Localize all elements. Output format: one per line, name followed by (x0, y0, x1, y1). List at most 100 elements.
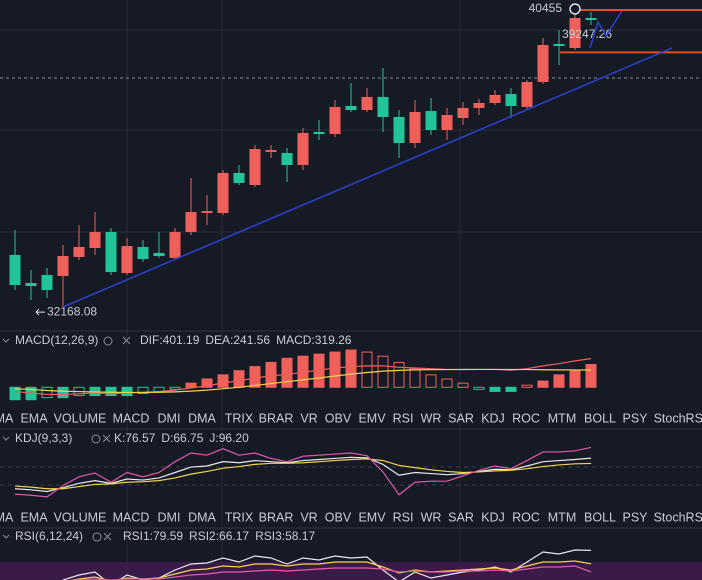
candle-body (345, 106, 357, 110)
histogram-bar (537, 380, 549, 388)
indicator-tab[interactable]: OBV (325, 510, 352, 524)
candle-body (121, 246, 133, 273)
indicator-tab[interactable]: EMA (20, 411, 48, 425)
indicator-tab[interactable]: BOLL (584, 510, 616, 524)
candle-body (521, 81, 533, 107)
indicator-tab[interactable]: WR (421, 510, 442, 524)
candle-body (393, 116, 405, 143)
panel-title: KDJ(9,3,3) (15, 431, 72, 445)
histogram-bar (169, 386, 181, 390)
legend-label: DEA:241.56 (205, 333, 270, 347)
settings-icon[interactable] (92, 532, 102, 542)
indicator-tab[interactable]: TRIX (225, 411, 254, 425)
candle-body (73, 246, 85, 257)
candle-body (153, 252, 165, 257)
indicator-tab[interactable]: MTM (548, 510, 576, 524)
indicator-tab[interactable]: PSY (622, 411, 648, 425)
histogram-bar (201, 378, 213, 388)
indicator-tab[interactable]: DMA (188, 411, 216, 425)
indicator-tab[interactable]: DMI (158, 411, 181, 425)
indicator-tab[interactable]: BRAR (259, 510, 294, 524)
indicator-tab[interactable]: MA (0, 510, 14, 524)
collapse-icon[interactable] (2, 534, 10, 539)
candle-body (105, 231, 117, 272)
histogram-bar (105, 386, 117, 397)
indicator-tab[interactable]: KDJ (481, 411, 505, 425)
histogram-bar (137, 386, 149, 394)
candle-body (89, 231, 101, 248)
close-icon[interactable] (102, 434, 111, 443)
indicator-tab[interactable]: MTM (548, 411, 576, 425)
candle-body (313, 131, 325, 134)
indicator-tab[interactable]: KDJ (481, 510, 505, 524)
panel-title: RSI(6,12,24) (15, 529, 83, 543)
indicator-tab[interactable]: VR (300, 411, 317, 425)
low-label: 32168.08 (47, 304, 97, 318)
histogram-bar (185, 382, 197, 388)
last-price-label: 39247.26 (562, 27, 612, 41)
histogram-bar (409, 368, 421, 388)
histogram-bar (233, 370, 245, 388)
indicator-tab[interactable]: TRIX (225, 510, 254, 524)
indicator-tab[interactable]: VOLUME (54, 510, 107, 524)
indicator-tab[interactable]: StochRSI (654, 411, 702, 425)
indicator-tab[interactable]: VOLUME (54, 411, 107, 425)
indicator-tab[interactable]: DMA (188, 510, 216, 524)
candle-body (585, 17, 597, 20)
histogram-bar (585, 363, 597, 388)
indicator-line (69, 565, 592, 580)
candle-body (537, 45, 549, 82)
legend-label: D:66.75 (161, 431, 203, 445)
candle-body (489, 95, 501, 103)
candle-body (409, 111, 421, 143)
indicator-tab[interactable]: EMA (20, 510, 48, 524)
candle-body (569, 17, 581, 48)
indicator-tab[interactable]: BOLL (584, 411, 616, 425)
panel-title: MACD(12,26,9) (15, 333, 98, 347)
candle-body (9, 255, 21, 285)
panel-icons (2, 336, 131, 542)
histogram-bar (521, 384, 533, 388)
histogram-bar (217, 374, 229, 388)
indicator-tab[interactable]: EMV (358, 510, 386, 524)
histogram-bar (361, 351, 373, 388)
high-label: 40455 (529, 1, 563, 15)
candle-body (553, 43, 565, 47)
indicator-tab[interactable]: BRAR (259, 411, 294, 425)
indicator-tab[interactable]: RSI (393, 510, 414, 524)
indicator-tab[interactable]: ROC (512, 510, 540, 524)
legend-label: DIF:401.19 (140, 333, 200, 347)
close-icon[interactable] (103, 532, 112, 541)
indicator-tab[interactable]: MA (0, 411, 14, 425)
histogram-bar (121, 386, 133, 397)
indicator-tab[interactable]: SAR (448, 411, 474, 425)
indicator-tab[interactable]: EMV (358, 411, 386, 425)
histogram-bar (329, 351, 341, 388)
indicator-tab[interactable]: StochRSI (654, 510, 702, 524)
indicator-tab[interactable]: RSI (393, 411, 414, 425)
indicator-tab[interactable]: DMI (158, 510, 181, 524)
indicator-tab[interactable]: SAR (448, 510, 474, 524)
close-icon[interactable] (122, 336, 131, 345)
candle-body (457, 107, 469, 118)
indicator-tab[interactable]: OBV (325, 411, 352, 425)
candle-body (57, 256, 69, 277)
indicator-tab[interactable]: MACD (113, 510, 150, 524)
candle-body (265, 150, 277, 152)
indicator-tab[interactable]: MACD (113, 411, 150, 425)
collapse-icon[interactable] (2, 436, 10, 441)
candle-body (233, 172, 245, 183)
indicator-line (14, 446, 592, 498)
histogram-bar (473, 386, 485, 390)
indicator-tab[interactable]: WR (421, 411, 442, 425)
high-marker (569, 3, 581, 15)
candle-body (201, 211, 213, 213)
settings-icon[interactable] (103, 336, 113, 346)
indicator-tab[interactable]: ROC (512, 411, 540, 425)
collapse-icon[interactable] (2, 338, 10, 343)
indicator-tab[interactable]: PSY (622, 510, 648, 524)
indicator-tab[interactable]: VR (300, 510, 317, 524)
settings-icon[interactable] (91, 434, 101, 444)
